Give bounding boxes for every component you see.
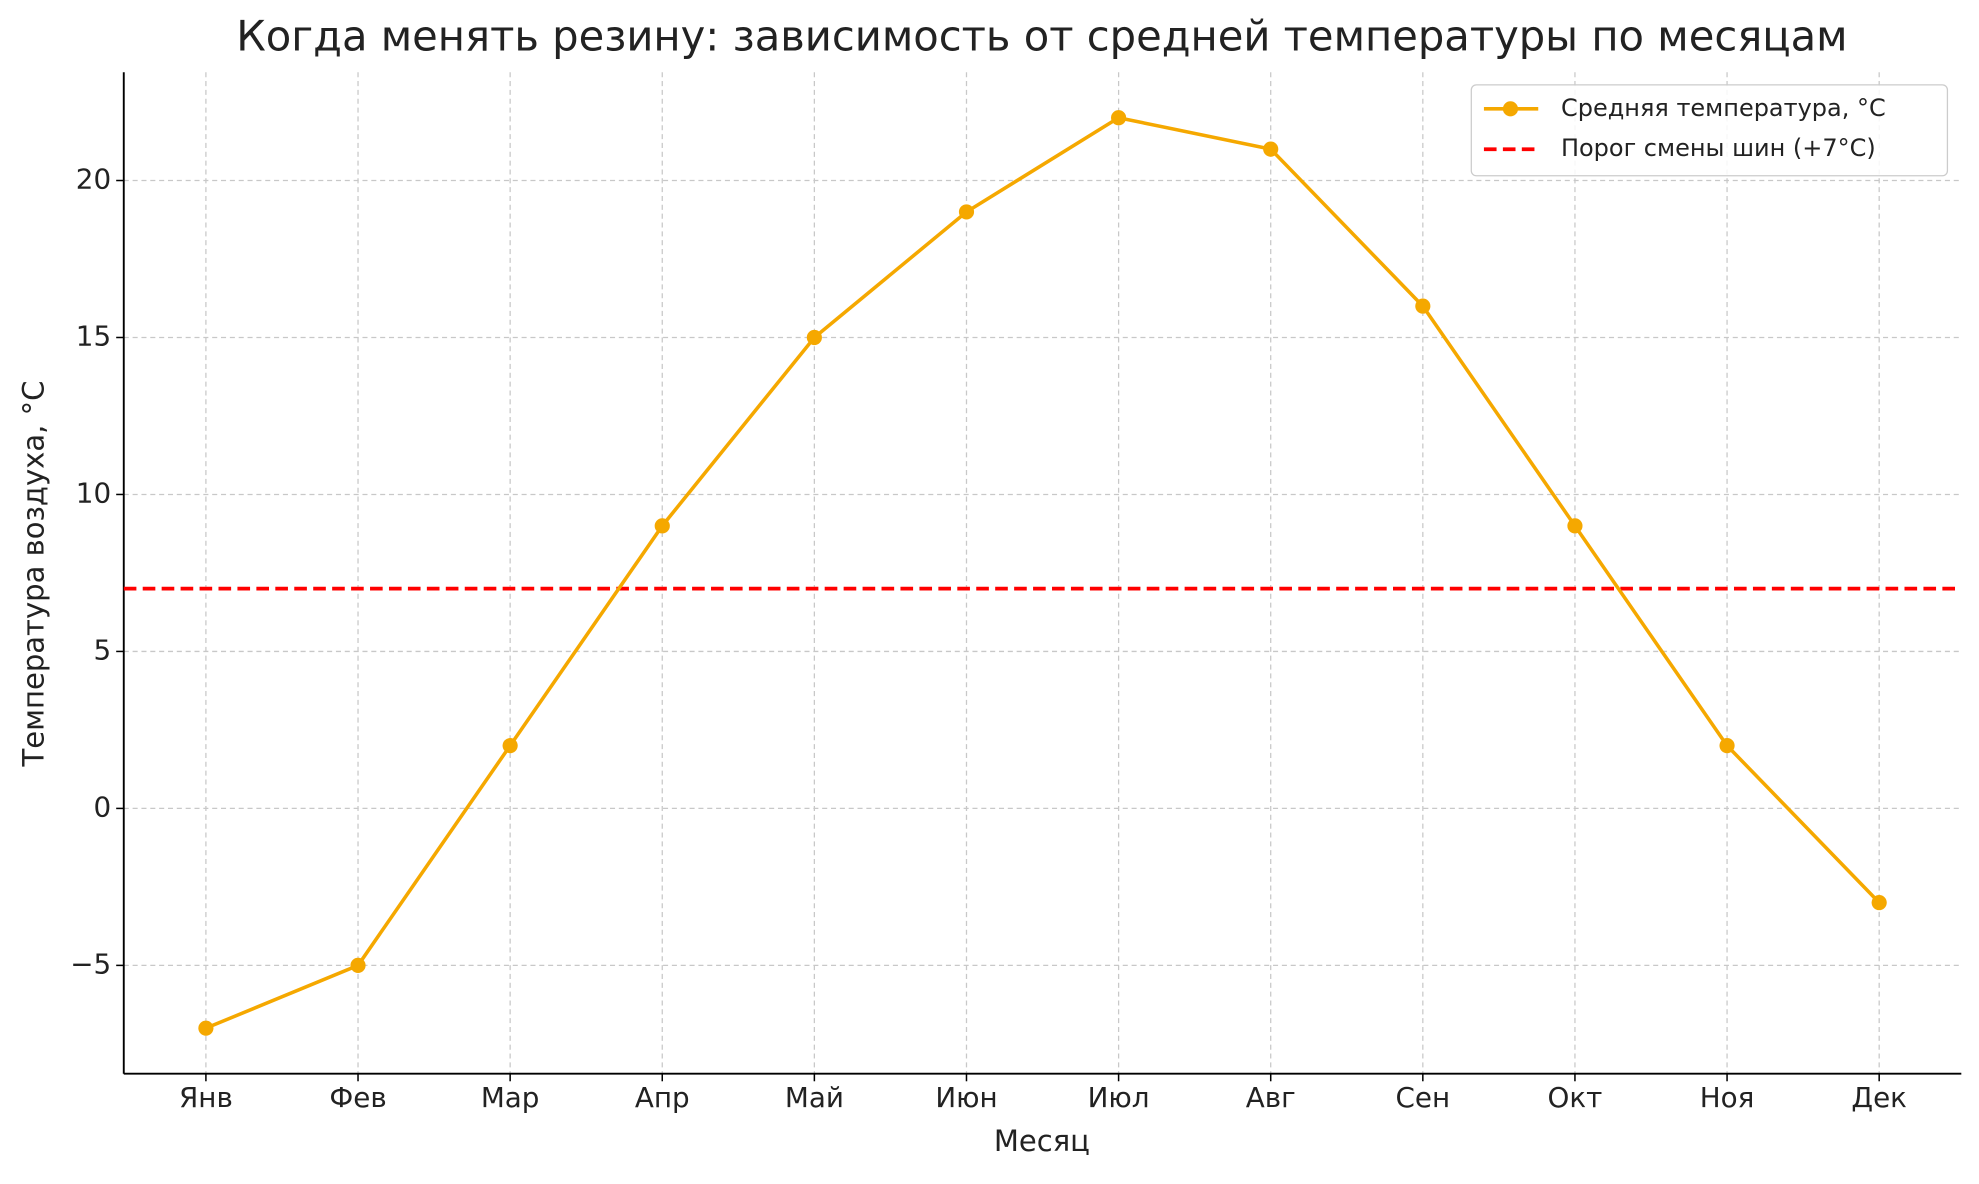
- y-axis-label: Температура воздуха, °C: [16, 381, 50, 768]
- chart-title: Когда менять резину: зависимость от сред…: [236, 11, 1847, 60]
- x-tick-label: Июл: [1088, 1081, 1150, 1114]
- x-tick-label: Окт: [1548, 1081, 1603, 1114]
- x-tick-label: Апр: [635, 1081, 690, 1114]
- x-axis-label: Месяц: [994, 1124, 1090, 1158]
- data-point: [1871, 895, 1887, 911]
- data-point: [958, 204, 975, 220]
- data-line: [205, 115, 1881, 1030]
- x-tick-label: Мар: [481, 1081, 540, 1114]
- x-tick-label: Фев: [329, 1081, 386, 1114]
- legend-label: Порог смены шин (+7°C): [1561, 134, 1876, 162]
- legend-box: [1470, 84, 1949, 177]
- x-tick-label: Дек: [1851, 1081, 1907, 1114]
- data-point: [1111, 110, 1127, 126]
- x-tick-label: Сен: [1396, 1081, 1451, 1114]
- x-tick-label: Июн: [935, 1081, 997, 1114]
- data-point: [1719, 738, 1735, 754]
- x-tick-label: Янв: [179, 1081, 233, 1114]
- data-point: [806, 329, 822, 346]
- y-tick-label: 10: [76, 476, 111, 509]
- data-point: [350, 957, 366, 973]
- data-point: [1263, 141, 1279, 157]
- legend-swatch-marker: [1502, 101, 1519, 117]
- data-point: [1567, 518, 1583, 534]
- legend-label: Средняя температура, °C: [1561, 94, 1886, 122]
- y-tick-label: 15: [76, 319, 111, 352]
- data-point: [502, 738, 518, 754]
- y-tick-label: 20: [76, 163, 111, 196]
- x-tick-label: Май: [785, 1081, 844, 1114]
- y-tick-label: 5: [93, 633, 111, 666]
- data-point: [654, 518, 670, 534]
- x-tick-label: Авг: [1246, 1081, 1296, 1114]
- x-tick-label: Ноя: [1700, 1081, 1755, 1114]
- data-point: [198, 1020, 214, 1036]
- data-point: [1415, 298, 1431, 314]
- y-tick-label: −5: [70, 947, 111, 980]
- y-tick-label: 0: [93, 790, 111, 823]
